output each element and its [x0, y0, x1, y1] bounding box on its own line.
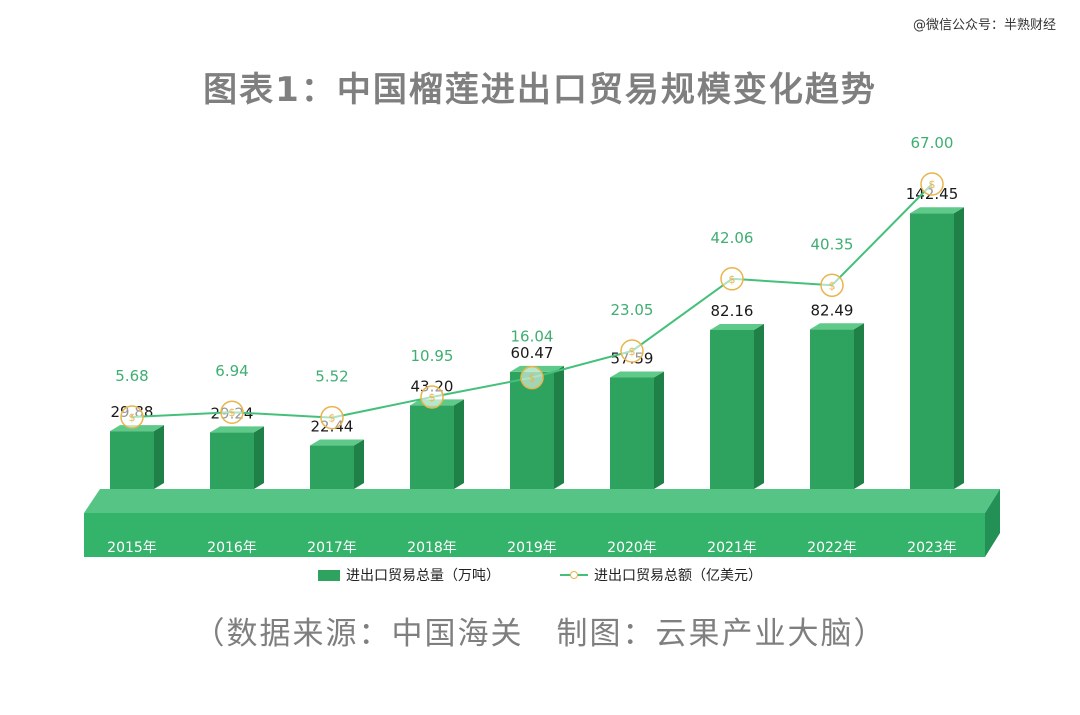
bar — [110, 431, 154, 489]
legend-item-volume: 进出口贸易总量（万吨） — [318, 565, 500, 585]
line-marker — [820, 273, 844, 298]
line-value-label: 16.04 — [511, 328, 554, 346]
line-value-label: 67.00 — [911, 134, 954, 152]
dollar-icon: $ — [229, 406, 236, 419]
platform-side — [985, 489, 1000, 557]
x-tick-label: 2017年 — [307, 540, 357, 556]
x-tick-label: 2021年 — [707, 540, 757, 556]
line-value-label: 42.06 — [711, 229, 754, 247]
bar — [910, 213, 954, 489]
bar-side — [754, 323, 764, 489]
bar — [310, 445, 354, 489]
bar-top — [610, 371, 664, 378]
bar-top — [110, 425, 164, 432]
x-tick-label: 2019年 — [507, 540, 557, 556]
line-value-label: 23.05 — [611, 301, 654, 319]
bar-side — [554, 365, 564, 489]
x-tick-label: 2016年 — [207, 540, 257, 556]
x-tick-label: 2023年 — [907, 540, 957, 556]
line-marker-icon — [560, 569, 588, 581]
dollar-icon: $ — [129, 411, 136, 424]
x-tick-label: 2018年 — [407, 540, 457, 556]
dollar-icon: $ — [929, 178, 936, 191]
x-tick-label: 2015年 — [107, 540, 157, 556]
bar-side — [954, 207, 964, 489]
bar-side — [454, 399, 464, 489]
bar — [610, 377, 654, 489]
line-value-label: 5.52 — [315, 368, 348, 386]
legend-label-value: 进出口贸易总额（亿美元） — [594, 568, 762, 584]
bar-side — [654, 371, 664, 489]
platform-front — [84, 513, 985, 557]
chart-title: 图表1：中国榴莲进出口贸易规模变化趋势 — [203, 70, 877, 110]
line-marker — [220, 400, 244, 424]
bar-value-label: 82.16 — [711, 302, 754, 320]
line-marker — [320, 405, 344, 430]
line-value-label: 6.94 — [215, 362, 248, 380]
bar-top — [810, 323, 864, 330]
line-marker — [620, 339, 644, 363]
line-value-label: 10.95 — [411, 347, 454, 365]
data-source-note: （数据来源：中国海关 制图：云果产业大脑） — [193, 616, 887, 652]
dollar-icon: $ — [829, 279, 836, 292]
bar-value-label: 82.49 — [811, 301, 854, 319]
bar-top — [210, 426, 264, 433]
bar-top — [910, 207, 964, 214]
platform-top — [84, 489, 1000, 513]
line-marker — [720, 267, 744, 291]
watermark-text: @微信公众号：半熟财经 — [912, 18, 1056, 33]
dollar-icon: $ — [429, 391, 436, 404]
line-marker — [920, 172, 944, 196]
dollar-icon: $ — [729, 273, 736, 286]
bar — [810, 329, 854, 489]
legend-label-volume: 进出口贸易总量（万吨） — [346, 568, 500, 584]
bar-side — [154, 425, 164, 489]
bar — [510, 371, 554, 489]
bar — [210, 432, 254, 489]
bar — [710, 329, 754, 489]
dollar-icon: $ — [329, 412, 336, 425]
bar-side — [854, 323, 864, 489]
bar-side — [254, 426, 264, 489]
dollar-icon: $ — [529, 372, 536, 385]
x-tick-label: 2022年 — [807, 540, 857, 556]
legend: 进出口贸易总量（万吨） 进出口贸易总额（亿美元） — [0, 565, 1080, 585]
bar-value-label: 60.47 — [511, 344, 554, 362]
bar — [410, 405, 454, 489]
line-value-label: 5.68 — [115, 367, 148, 385]
bar-top — [310, 439, 364, 446]
line-marker — [420, 385, 444, 409]
bar-swatch-icon — [318, 569, 340, 581]
dollar-icon: $ — [629, 345, 636, 358]
bar-top — [710, 323, 764, 330]
line-value-label: 40.35 — [811, 235, 854, 253]
bar-side — [354, 439, 364, 489]
legend-item-value: 进出口贸易总额（亿美元） — [560, 565, 762, 585]
line-marker — [520, 365, 544, 390]
x-tick-label: 2020年 — [607, 540, 657, 556]
line-marker — [120, 405, 144, 429]
